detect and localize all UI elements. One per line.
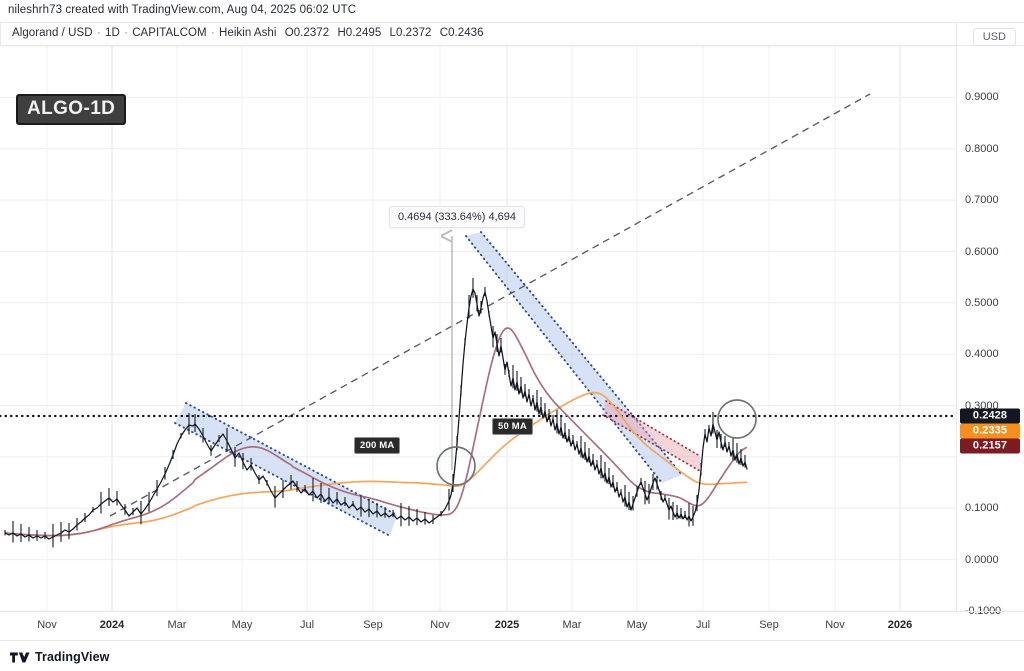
currency-selector[interactable]: USD	[972, 28, 1016, 46]
price-tick-0neg1000: 0.1000	[965, 502, 999, 515]
circle-marker-right[interactable]	[717, 399, 757, 439]
descending-channel-1[interactable]	[174, 402, 398, 537]
price-tick-0neg6000: 0.6000	[965, 245, 999, 258]
descending-channel-2[interactable]	[465, 231, 683, 484]
credit-line: nileshrh73 created with TradingView.com,…	[8, 4, 357, 16]
separator-1: ·	[96, 27, 101, 39]
time-tick-nov: Nov	[825, 619, 845, 631]
price-badge-last-price[interactable]: 0.2428	[960, 408, 1020, 424]
time-tick-jul: Jul	[695, 619, 711, 631]
descending-channel-3[interactable]	[602, 400, 701, 472]
circle-marker-left[interactable]	[436, 446, 476, 486]
separator-2: ·	[124, 27, 128, 39]
time-tick-nov: Nov	[430, 619, 450, 631]
rising-trendline[interactable]	[109, 93, 871, 517]
price-tick-0neg0000: 0.0000	[965, 553, 999, 566]
price-tick-0neg8000: 0.8000	[965, 142, 999, 155]
price-tick-0neg9000: 0.9000	[965, 91, 999, 104]
price-badge-ma-maroon[interactable]: 0.2157	[960, 438, 1020, 454]
separator-3: ·	[210, 27, 215, 39]
time-tick-2025: 2025	[494, 619, 520, 631]
price-series[interactable]	[4, 288, 748, 540]
symbol-watermark-badge: ALGO-1D	[16, 94, 127, 125]
chart-type-label[interactable]: Heikin Ashi	[219, 27, 277, 39]
price-axis[interactable]: 0.9000 0.8000 0.7000 0.6000 0.5000 0.4000 0.30…	[956, 46, 1024, 617]
time-axis[interactable]: Nov 2024 Mar May Jul Sep Nov 2025 Mar May Jul Sep No…	[0, 611, 1024, 641]
time-tick-nov: Nov	[37, 619, 57, 631]
tradingview-wordmark: TradingView	[35, 650, 110, 664]
ohlc-open: O0.2372	[284, 27, 330, 39]
price-tick-0neg5000: 0.5000	[965, 296, 999, 309]
ohlc-low: L0.2372	[389, 27, 432, 39]
price-tick-0neg4000: 0.4000	[965, 348, 999, 361]
exchange-label[interactable]: CAPITALCOM	[132, 27, 207, 39]
ticker-info-bar: Algorand / USD · 1D · CAPITALCOM · Heiki…	[0, 22, 1024, 46]
measured-move-label[interactable]: 0.4694 (333.64%) 4,694	[389, 206, 526, 228]
ma-200-tag[interactable]: 200 MA	[354, 437, 401, 454]
ticker-info-text: Algorand / USD · 1D · CAPITALCOM · Heiki…	[12, 27, 484, 39]
time-tick-jul: Jul	[299, 619, 315, 631]
ma-50-tag[interactable]: 50 MA	[492, 418, 533, 435]
tradingview-branding[interactable]: TradingView	[10, 650, 110, 664]
horizontal-gridlines	[0, 46, 956, 611]
vertical-gridlines	[46, 46, 901, 611]
chart-canvas[interactable]	[0, 46, 956, 611]
tradingview-logo-icon	[10, 652, 30, 662]
price-tick-0neg7000: 0.7000	[965, 194, 999, 207]
interval-label[interactable]: 1D	[105, 27, 120, 39]
time-tick-sep: Sep	[363, 619, 383, 631]
time-tick-sep: Sep	[759, 619, 779, 631]
time-tick-2026: 2026	[887, 619, 913, 631]
ma-200-line[interactable]	[4, 391, 748, 537]
ohlc-high: H0.2495	[337, 27, 382, 39]
chart-plot-area[interactable]	[0, 46, 956, 611]
symbol-name[interactable]: Algorand / USD	[12, 27, 93, 39]
time-tick-may: May	[231, 619, 253, 631]
time-tick-may: May	[626, 619, 648, 631]
time-tick-mar: Mar	[167, 619, 187, 631]
time-tick-2024: 2024	[99, 619, 125, 631]
time-tick-mar: Mar	[562, 619, 582, 631]
price-badge-ma-orange[interactable]: 0.2335	[960, 423, 1020, 439]
ohlc-close: C0.2436	[439, 27, 484, 39]
price-wicks	[4, 278, 746, 548]
